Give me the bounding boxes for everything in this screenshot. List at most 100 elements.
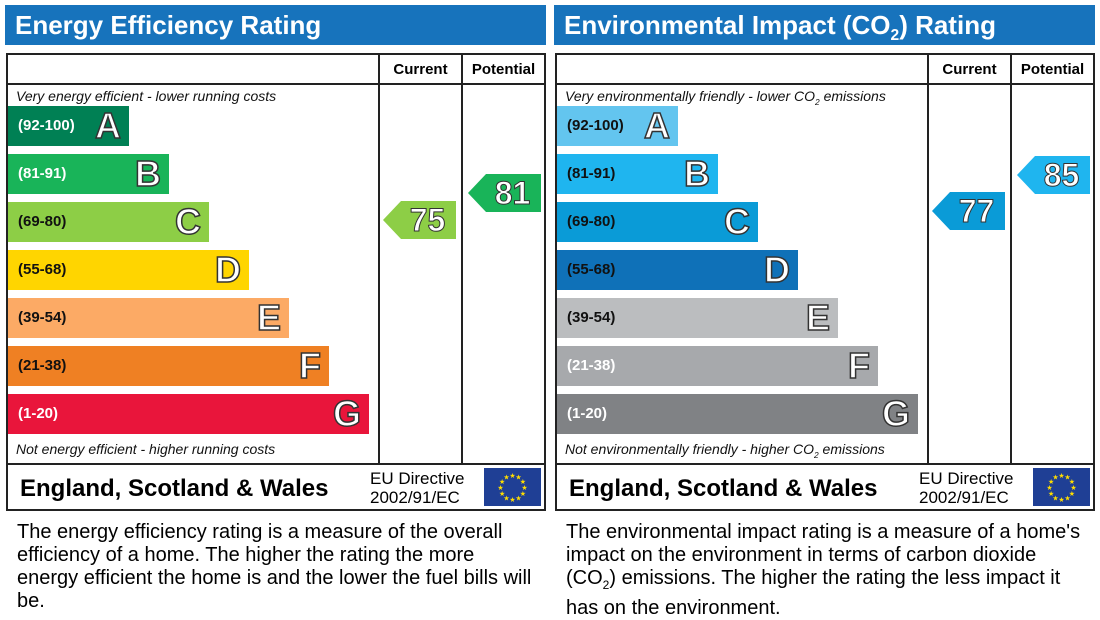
band-letter: A [94, 105, 122, 147]
directive-code: 2002/91/EC [370, 488, 460, 507]
svg-text:★: ★ [1046, 484, 1052, 492]
band-letter: G [332, 393, 362, 435]
svg-text:★: ★ [1064, 474, 1070, 482]
band-letter: C [723, 201, 751, 243]
band-letter: C [174, 201, 202, 243]
directive-line: EU Directive [919, 469, 1014, 488]
band-d: (55-68) D [8, 249, 249, 291]
band-range: (69-80) [567, 213, 616, 230]
potential-rating-value: 85 [1043, 157, 1080, 194]
svg-text:★: ★ [521, 484, 527, 492]
band-c: (69-80) C [557, 201, 758, 243]
band-range: (92-100) [18, 117, 75, 134]
band-range: (81-91) [18, 165, 67, 182]
svg-text:★: ★ [520, 478, 526, 486]
svg-text:★: ★ [1069, 490, 1075, 498]
svg-text:★: ★ [1064, 494, 1070, 502]
svg-text:★: ★ [520, 490, 526, 498]
divider [461, 55, 463, 465]
band-a: (92-100) A [8, 105, 129, 147]
top-note: Very environmentally friendly - lower CO… [565, 88, 886, 107]
band-letter: F [847, 345, 871, 387]
band-b: (81-91) B [557, 153, 718, 195]
eu-directive: EU Directive 2002/91/EC [919, 469, 1013, 507]
divider [1010, 55, 1012, 465]
band-range: (69-80) [18, 213, 67, 230]
bottom-note: Not environmentally friendly - higher CO… [565, 441, 885, 460]
band-letter: D [214, 249, 242, 291]
band-range: (39-54) [18, 309, 67, 326]
band-range: (21-38) [18, 357, 67, 374]
band-e: (39-54) E [557, 297, 838, 339]
band-range: (55-68) [567, 261, 616, 278]
band-range: (81-91) [567, 165, 616, 182]
top-note: Very energy efficient - lower running co… [16, 88, 277, 104]
svg-text:★: ★ [503, 474, 509, 482]
rating-chart: Current Potential Very environmentally f… [555, 53, 1095, 511]
arrow-shape [468, 174, 541, 212]
band-d: (55-68) D [557, 249, 798, 291]
directive-code: 2002/91/EC [919, 488, 1009, 507]
band-letter: B [683, 153, 711, 195]
band-c: (69-80) C [8, 201, 209, 243]
eu-flag-icon: ★ ★ ★ ★ ★ ★ ★ ★ ★ ★ ★ ★ [1033, 468, 1090, 506]
band-letter: D [763, 249, 791, 291]
band-g: (1-20) G [557, 393, 918, 435]
current-rating-arrow: 75 [383, 201, 456, 239]
svg-text:★: ★ [497, 484, 503, 492]
current-rating-value: 77 [958, 193, 995, 230]
band-letter: E [805, 297, 831, 339]
arrow-shape [383, 201, 456, 239]
description: The energy efficiency rating is a measur… [17, 521, 532, 612]
svg-text:★: ★ [1069, 478, 1075, 486]
band-range: (55-68) [18, 261, 67, 278]
svg-text:★: ★ [499, 490, 505, 498]
band-letter: A [643, 105, 671, 147]
band-range: (1-20) [567, 405, 608, 422]
divider [378, 55, 380, 465]
directive-line: EU Directive [370, 469, 465, 488]
current-column-header: Current [942, 61, 997, 78]
band-range: (1-20) [18, 405, 59, 422]
current-rating-value: 75 [409, 202, 446, 239]
potential-rating-value: 81 [494, 175, 531, 212]
svg-text:★: ★ [1058, 496, 1064, 504]
divider [927, 55, 929, 465]
current-rating-arrow: 77 [932, 192, 1005, 230]
panel-title: Energy Efficiency Rating [5, 5, 546, 45]
rating-chart: Current Potential Very energy efficient … [6, 53, 546, 511]
panel-title: Environmental Impact (CO2) Rating [554, 5, 1095, 45]
band-range: (39-54) [567, 309, 616, 326]
svg-text:★: ★ [509, 496, 515, 504]
band-letter: G [881, 393, 911, 435]
svg-text:★: ★ [1052, 474, 1058, 482]
svg-text:★: ★ [1048, 478, 1054, 486]
band-letter: B [134, 153, 162, 195]
band-g: (1-20) G [8, 393, 369, 435]
svg-text:★: ★ [1070, 484, 1076, 492]
svg-text:★: ★ [1052, 494, 1058, 502]
svg-text:★: ★ [515, 494, 521, 502]
potential-column-header: Potential [471, 61, 536, 78]
svg-text:★: ★ [515, 474, 521, 482]
region-label: England, Scotland & Wales [20, 475, 329, 502]
potential-rating-arrow: 81 [468, 174, 541, 212]
svg-text:★: ★ [1048, 490, 1054, 498]
band-f: (21-38) F [557, 345, 878, 387]
band-b: (81-91) B [8, 153, 169, 195]
band-range: (21-38) [567, 357, 616, 374]
divider [557, 463, 1093, 465]
svg-text:★: ★ [1058, 472, 1064, 480]
svg-text:★: ★ [509, 472, 515, 480]
environmental-impact-panel: Environmental Impact (CO2) Rating Curren… [549, 0, 1095, 619]
band-letter: F [298, 345, 322, 387]
band-e: (39-54) E [8, 297, 289, 339]
band-a: (92-100) A [557, 105, 678, 147]
band-range: (92-100) [567, 117, 624, 134]
eu-directive: EU Directive 2002/91/EC [370, 469, 464, 507]
potential-column-header: Potential [1020, 61, 1085, 78]
description: The environmental impact rating is a mea… [566, 521, 1081, 619]
energy-efficiency-panel: Energy Efficiency Rating Current Potenti… [0, 0, 546, 616]
band-letter: E [256, 297, 282, 339]
eu-flag-icon: ★ ★ ★ ★ ★ ★ ★ ★ ★ ★ ★ ★ [484, 468, 541, 506]
